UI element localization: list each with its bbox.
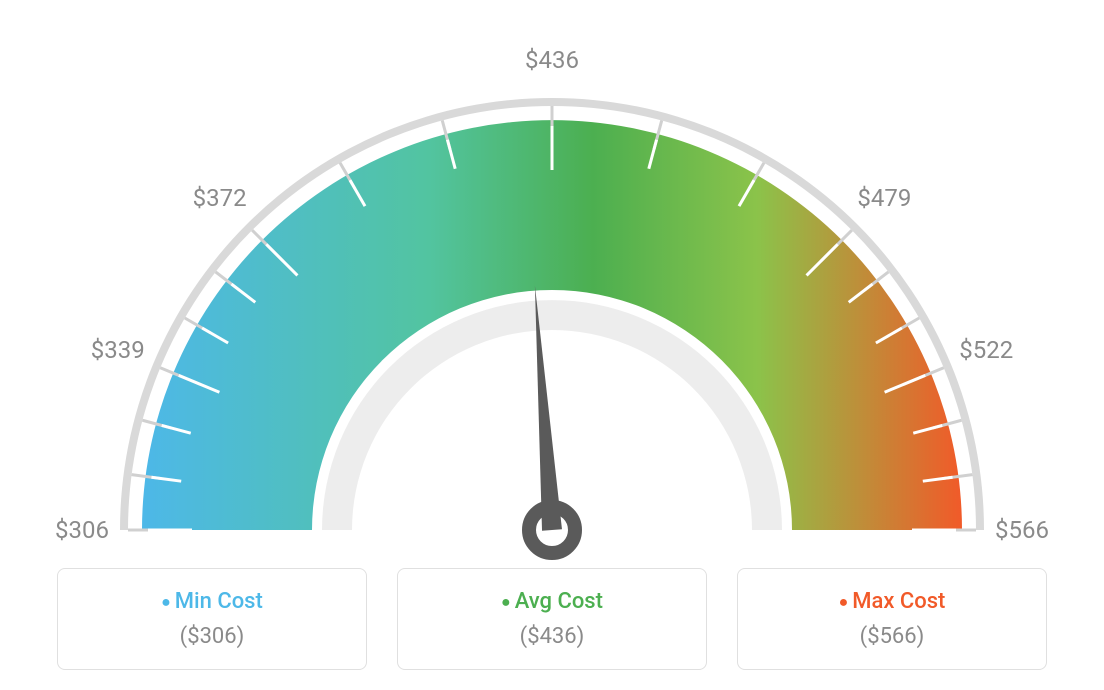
legend-label-avg: Avg Cost (398, 589, 706, 614)
legend-row: Min Cost ($306) Avg Cost ($436) Max Cost… (0, 568, 1104, 670)
legend-card-min: Min Cost ($306) (57, 568, 367, 670)
legend-card-max: Max Cost ($566) (737, 568, 1047, 670)
gauge-tick-label: $372 (193, 184, 247, 212)
legend-label-min: Min Cost (58, 589, 366, 614)
legend-card-avg: Avg Cost ($436) (397, 568, 707, 670)
gauge-svg (0, 0, 1104, 560)
legend-label-max: Max Cost (738, 589, 1046, 614)
gauge-tick-label: $306 (55, 516, 109, 544)
gauge-tick-label: $479 (857, 184, 911, 212)
gauge-tick-label: $522 (959, 336, 1013, 364)
legend-value-min: ($306) (58, 624, 366, 649)
legend-value-max: ($566) (738, 624, 1046, 649)
gauge-tick-label: $436 (525, 46, 579, 74)
gauge-container: $306 $339 $372 $436 $479 $522 $566 (0, 0, 1104, 560)
gauge-tick-label: $566 (995, 516, 1049, 544)
legend-value-avg: ($436) (398, 624, 706, 649)
gauge-tick-label: $339 (91, 336, 145, 364)
